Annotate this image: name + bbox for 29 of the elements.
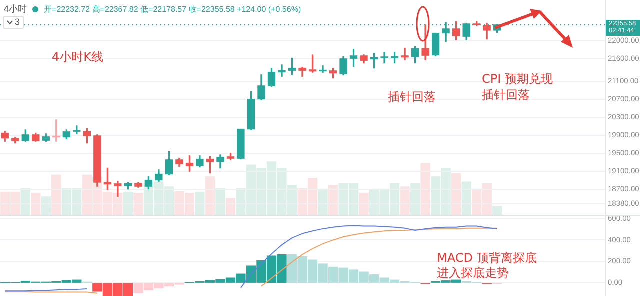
bar <box>420 163 430 215</box>
bar <box>31 192 41 215</box>
bar <box>216 188 226 215</box>
bar <box>52 174 62 215</box>
annotation: 进入探底走势 <box>437 266 509 281</box>
chart-title: 4小时 <box>4 3 28 16</box>
bar <box>462 182 472 215</box>
bar <box>359 192 369 215</box>
text: 开=22232.72 高=22367.82 低=22178.57 收=22355.58 +124.00 (+0.56%) <box>44 4 302 15</box>
candlestick <box>380 52 388 64</box>
bar <box>492 206 502 215</box>
bar <box>451 173 462 215</box>
bar <box>226 198 236 215</box>
bar <box>400 186 410 215</box>
annotation: CPI 预期兑现 <box>482 72 553 87</box>
bar <box>195 192 205 215</box>
bar <box>134 192 144 215</box>
bar <box>205 176 216 215</box>
bar <box>318 190 328 215</box>
bar <box>20 188 30 215</box>
annotation: 插针回落 <box>482 88 530 103</box>
bar <box>41 196 51 215</box>
annotation: MACD 顶背离探底 <box>437 251 537 266</box>
bar <box>123 192 134 215</box>
annotation: 4小时K线 <box>52 50 104 65</box>
bar <box>328 184 338 215</box>
bar <box>410 183 420 215</box>
annotation: 插针回落 <box>388 90 436 105</box>
annotation: 3 <box>15 17 20 27</box>
